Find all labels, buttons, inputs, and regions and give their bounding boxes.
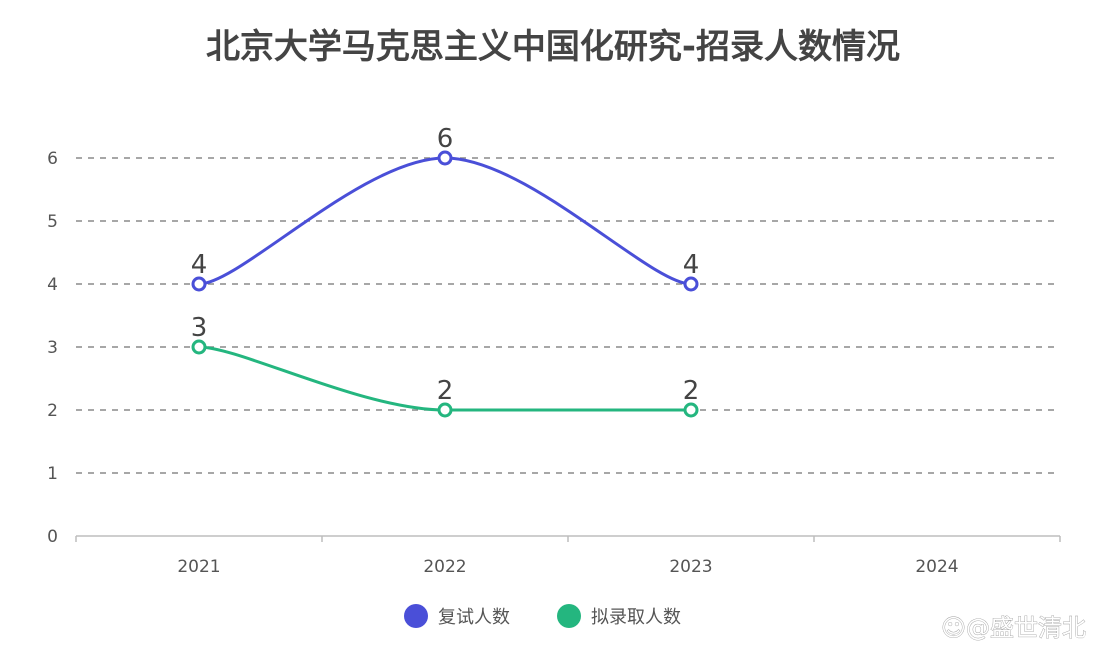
legend-label-0: 复试人数: [438, 607, 510, 628]
x-tick-label-2021: 2021: [177, 557, 220, 577]
watermark: ☺@盛世清北: [941, 614, 1086, 642]
legend-marker-0: [404, 604, 428, 628]
series-0-data-label-2022: 6: [437, 124, 454, 154]
y-tick-label-5: 5: [47, 212, 58, 232]
series-1-data-label-2021: 3: [191, 313, 208, 343]
series-1: 3 2 2: [191, 313, 700, 418]
series-1-point-2022: [437, 402, 453, 418]
series-1-data-label-2023: 2: [683, 376, 700, 406]
y-tick-label-2: 2: [47, 401, 58, 421]
legend-marker-1: [557, 604, 581, 628]
x-tick-label-2024: 2024: [915, 557, 958, 577]
y-tick-label-1: 1: [47, 464, 58, 484]
series-0-point-2023: [683, 276, 699, 292]
legend[interactable]: 复试人数 拟录取人数: [404, 604, 681, 628]
x-tick-label-2022: 2022: [423, 557, 466, 577]
series-0-point-2022: [437, 150, 453, 166]
series-0-data-label-2023: 4: [683, 250, 700, 280]
series-0: 4 6 4: [191, 124, 700, 292]
legend-label-1: 拟录取人数: [591, 607, 681, 628]
y-tick-label-0: 0: [47, 527, 58, 547]
chart-title: 北京大学马克思主义中国化研究-招录人数情况: [206, 27, 900, 67]
y-tick-label-6: 6: [47, 149, 58, 169]
legend-item-1[interactable]: 拟录取人数: [557, 604, 681, 628]
series-layer: 4 6 4 3 2 2: [191, 124, 700, 418]
series-1-data-label-2022: 2: [437, 376, 454, 406]
series-1-point-2021: [191, 339, 207, 355]
y-tick-label-3: 3: [47, 338, 58, 358]
y-axis: 0 1 2 3 4 5 6: [47, 149, 58, 547]
series-1-point-2023: [683, 402, 699, 418]
legend-item-0[interactable]: 复试人数: [404, 604, 510, 628]
y-tick-label-4: 4: [47, 275, 58, 295]
series-0-point-2021: [191, 276, 207, 292]
x-tick-label-2023: 2023: [669, 557, 712, 577]
x-axis: 2021 2022 2023 2024: [75, 535, 1061, 577]
gridlines: [76, 157, 1060, 474]
series-0-data-label-2021: 4: [191, 250, 208, 280]
